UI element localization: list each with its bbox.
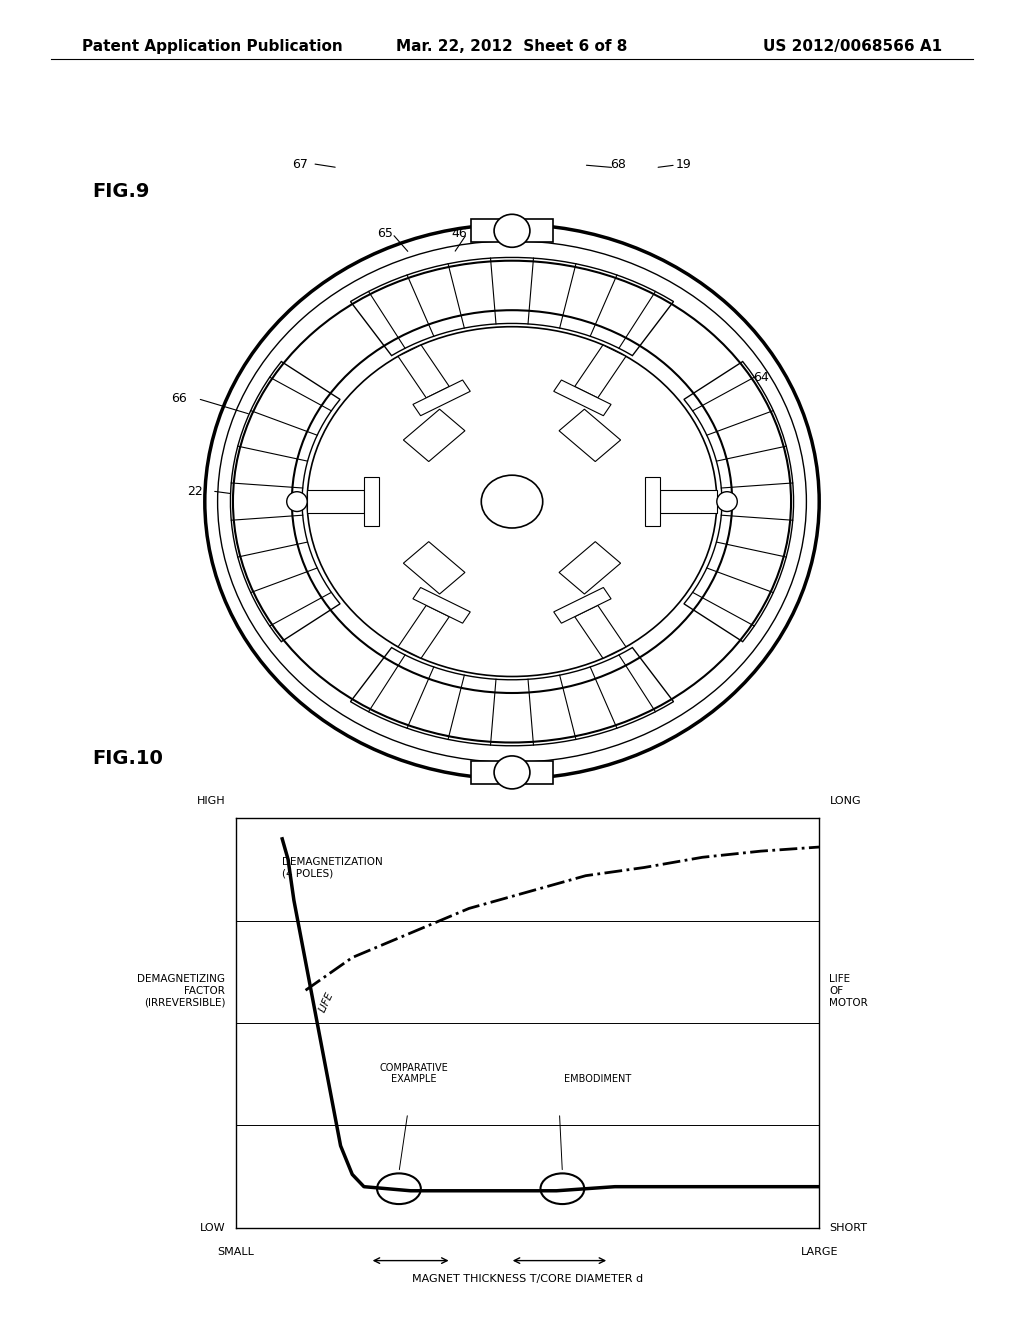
- Polygon shape: [471, 219, 553, 242]
- Polygon shape: [350, 648, 674, 746]
- Text: LIFE: LIFE: [317, 991, 335, 1014]
- Ellipse shape: [494, 756, 530, 789]
- Text: SMALL: SMALL: [217, 1247, 254, 1258]
- Text: Patent Application Publication: Patent Application Publication: [82, 38, 343, 54]
- Polygon shape: [574, 345, 626, 397]
- Polygon shape: [230, 362, 340, 642]
- Polygon shape: [403, 409, 465, 462]
- Polygon shape: [645, 478, 660, 525]
- Text: 65: 65: [377, 227, 393, 240]
- Polygon shape: [413, 587, 470, 623]
- Text: DEMAGNETIZATION
(4 POLES): DEMAGNETIZATION (4 POLES): [283, 857, 383, 878]
- Text: 19: 19: [676, 158, 692, 172]
- Text: 66: 66: [171, 392, 187, 405]
- Polygon shape: [660, 490, 717, 513]
- Polygon shape: [471, 762, 553, 784]
- Polygon shape: [398, 345, 450, 397]
- Text: LOW: LOW: [200, 1222, 225, 1233]
- Polygon shape: [559, 541, 621, 594]
- Text: MAGNET THICKNESS T/CORE DIAMETER d: MAGNET THICKNESS T/CORE DIAMETER d: [412, 1274, 643, 1284]
- Text: Mar. 22, 2012  Sheet 6 of 8: Mar. 22, 2012 Sheet 6 of 8: [396, 38, 628, 54]
- Polygon shape: [413, 380, 470, 416]
- Text: 46: 46: [451, 227, 467, 240]
- Polygon shape: [307, 490, 364, 513]
- Polygon shape: [350, 257, 674, 355]
- Polygon shape: [684, 362, 794, 642]
- Text: HIGH: HIGH: [197, 796, 225, 807]
- Text: 68: 68: [610, 158, 627, 172]
- Ellipse shape: [494, 214, 530, 247]
- Polygon shape: [398, 606, 450, 659]
- Text: EMBODIMENT: EMBODIMENT: [564, 1074, 631, 1085]
- Text: LARGE: LARGE: [801, 1247, 838, 1258]
- Text: FIG.10: FIG.10: [92, 750, 163, 768]
- Polygon shape: [403, 541, 465, 594]
- Text: 16: 16: [748, 488, 764, 502]
- Polygon shape: [559, 409, 621, 462]
- Polygon shape: [574, 606, 626, 659]
- Text: LONG: LONG: [829, 796, 861, 807]
- Polygon shape: [364, 478, 379, 525]
- Text: LIFE
OF
MOTOR: LIFE OF MOTOR: [829, 974, 868, 1007]
- Text: SHORT: SHORT: [829, 1222, 867, 1233]
- Text: 64: 64: [753, 371, 769, 384]
- Text: 67: 67: [292, 158, 308, 172]
- Polygon shape: [554, 380, 611, 416]
- Ellipse shape: [717, 492, 737, 511]
- Text: COMPARATIVE
EXAMPLE: COMPARATIVE EXAMPLE: [379, 1063, 447, 1085]
- Polygon shape: [554, 587, 611, 623]
- Text: FIG.9: FIG.9: [92, 182, 150, 201]
- Text: US 2012/0068566 A1: US 2012/0068566 A1: [763, 38, 942, 54]
- Text: 22: 22: [186, 484, 203, 498]
- Text: DEMAGNETIZING
FACTOR
(IRREVERSIBLE): DEMAGNETIZING FACTOR (IRREVERSIBLE): [137, 974, 225, 1007]
- Ellipse shape: [287, 492, 307, 511]
- Text: 26: 26: [748, 436, 764, 449]
